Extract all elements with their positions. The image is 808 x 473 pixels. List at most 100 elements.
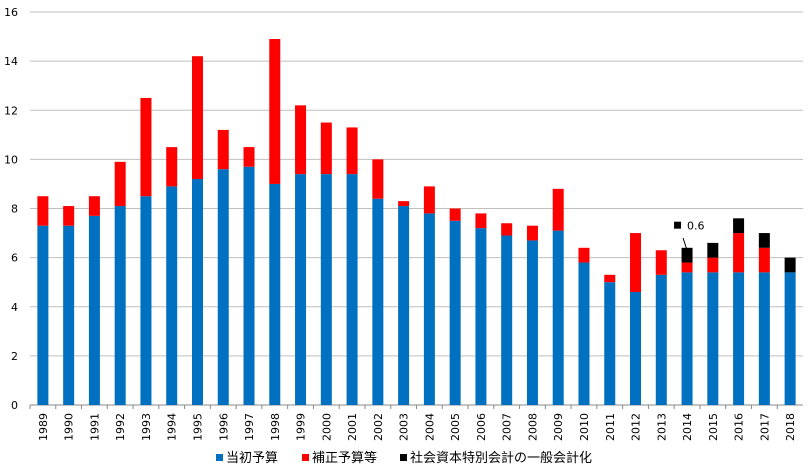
bar-initial-budget-1991 — [88, 215, 100, 405]
bar-supplementary-budget-2003 — [398, 201, 410, 207]
bar-supplementary-budget-2004 — [423, 186, 435, 214]
x-tick-label: 2016 — [733, 413, 746, 441]
bar-supplementary-budget-2001 — [346, 127, 358, 175]
legend-label: 補正予算等 — [312, 450, 377, 466]
x-tick-label: 2015 — [707, 413, 720, 441]
x-tick-label: 1990 — [63, 413, 76, 441]
y-tick-label: 4 — [11, 301, 18, 314]
bar-supplementary-budget-2015 — [707, 257, 719, 273]
x-axis-tick-labels: 1989 1990 1991 1992 1993 1994 1995 1996 1997 1998… — [29, 405, 797, 441]
bar-supplementary-budget-2006 — [475, 213, 487, 229]
legend-label: 社会資本特別会計の一般会計化 — [410, 450, 592, 466]
bar-initial-budget-2004 — [423, 213, 435, 405]
bar-initial-budget-1994 — [166, 186, 178, 405]
bar-initial-budget-2012 — [630, 292, 642, 405]
annotation-marker — [674, 221, 682, 229]
x-tick-label: 2003 — [398, 413, 411, 441]
bar-supplementary-budget-1997 — [243, 147, 255, 167]
bar-special-account-2014 — [681, 247, 693, 263]
legend-swatch — [400, 454, 407, 461]
bar-supplementary-budget-2009 — [552, 188, 564, 231]
bar-supplementary-budget-1993 — [140, 97, 152, 197]
x-tick-label: 2018 — [784, 413, 797, 441]
y-tick-label: 2 — [11, 350, 18, 363]
bar-initial-budget-2007 — [501, 235, 513, 405]
bar-supplementary-budget-1999 — [295, 105, 307, 175]
bar-initial-budget-2001 — [346, 174, 358, 405]
bar-initial-budget-2013 — [655, 274, 667, 405]
y-tick-label: 10 — [4, 153, 18, 166]
bar-special-account-2018 — [784, 257, 796, 273]
bar-supplementary-budget-1995 — [191, 56, 203, 180]
legend-swatch — [302, 454, 309, 461]
bar-supplementary-budget-1990 — [63, 206, 75, 226]
bar-supplementary-budget-2014 — [681, 262, 693, 273]
y-axis-tick-labels: 0 2 4 6 8 10 12 14 16 — [4, 6, 18, 412]
bar-supplementary-budget-1992 — [114, 161, 126, 207]
x-tick-label: 2004 — [423, 413, 436, 441]
annotation-leader-line — [682, 237, 689, 254]
bar-supplementary-budget-1991 — [88, 196, 100, 216]
bar-initial-budget-2017 — [758, 272, 770, 405]
y-tick-label: 6 — [11, 252, 18, 265]
bar-initial-budget-1993 — [140, 196, 152, 405]
bar-initial-budget-2006 — [475, 228, 487, 405]
bar-initial-budget-1990 — [63, 225, 75, 405]
legend-label: 当初予算 — [226, 451, 278, 466]
bar-initial-budget-2005 — [449, 220, 461, 405]
x-tick-label: 2010 — [578, 413, 591, 441]
bar-supplementary-budget-2016 — [733, 233, 745, 273]
x-tick-label: 1994 — [166, 413, 179, 441]
bar-initial-budget-1995 — [191, 179, 203, 405]
x-tick-label: 1992 — [114, 413, 127, 441]
bar-initial-budget-2015 — [707, 272, 719, 405]
x-tick-label: 2005 — [449, 413, 462, 441]
annotation-label: 0.6 — [687, 220, 705, 233]
bar-initial-budget-2018 — [784, 272, 796, 405]
bar-initial-budget-2010 — [578, 262, 590, 405]
bar-initial-budget-1992 — [114, 206, 126, 405]
y-tick-label: 8 — [11, 203, 18, 216]
bar-initial-budget-1998 — [269, 183, 281, 405]
bar-special-account-2016 — [733, 218, 745, 234]
y-tick-label: 16 — [4, 6, 18, 19]
bar-special-account-2015 — [707, 242, 719, 258]
y-tick-label: 12 — [4, 104, 18, 117]
x-tick-label: 1991 — [88, 413, 101, 441]
bar-initial-budget-2016 — [733, 272, 745, 405]
bar-supplementary-budget-2000 — [320, 122, 332, 175]
x-tick-label: 1996 — [217, 413, 230, 441]
bar-initial-budget-2003 — [398, 206, 410, 405]
legend-swatch — [216, 454, 223, 461]
x-tick-label: 1995 — [191, 413, 204, 441]
bars — [37, 39, 796, 405]
bar-supplementary-budget-2011 — [604, 274, 616, 283]
y-tick-label: 0 — [11, 399, 18, 412]
x-tick-label: 2002 — [372, 413, 385, 441]
x-tick-label: 2013 — [655, 413, 668, 441]
x-tick-label: 2017 — [758, 413, 771, 441]
x-tick-label: 1999 — [295, 413, 308, 441]
y-tick-label: 14 — [4, 55, 18, 68]
bar-supplementary-budget-2008 — [526, 225, 538, 241]
bar-initial-budget-1997 — [243, 166, 255, 405]
x-tick-label: 2009 — [552, 413, 565, 441]
bar-initial-budget-2011 — [604, 282, 616, 405]
bar-initial-budget-2000 — [320, 174, 332, 405]
x-tick-label: 1997 — [243, 413, 256, 441]
bar-supplementary-budget-1998 — [269, 39, 281, 184]
bar-initial-budget-1989 — [37, 225, 49, 405]
x-tick-label: 2011 — [604, 413, 617, 441]
bar-initial-budget-2014 — [681, 272, 693, 405]
x-tick-label: 2000 — [320, 413, 333, 441]
bar-initial-budget-2002 — [372, 198, 384, 405]
bar-supplementary-budget-2007 — [501, 223, 513, 236]
legend: 当初予算 補正予算等 社会資本特別会計の一般会計化 — [216, 450, 592, 466]
bar-supplementary-budget-2012 — [630, 233, 642, 293]
x-tick-label: 2006 — [475, 413, 488, 441]
bar-supplementary-budget-1989 — [37, 196, 49, 226]
x-tick-label: 2012 — [630, 413, 643, 441]
bar-initial-budget-2008 — [526, 240, 538, 405]
bar-supplementary-budget-1996 — [217, 129, 229, 170]
bar-supplementary-budget-2017 — [758, 247, 770, 273]
